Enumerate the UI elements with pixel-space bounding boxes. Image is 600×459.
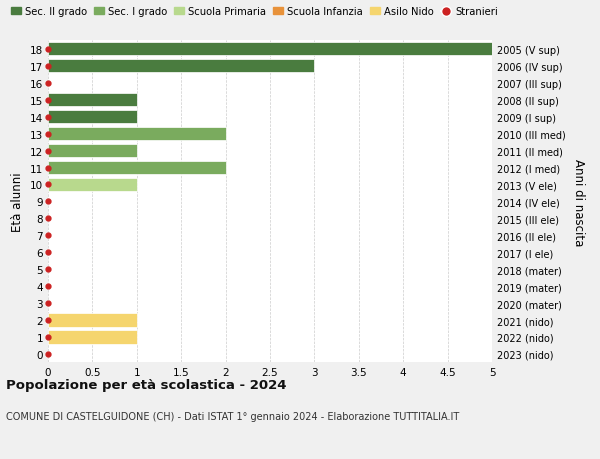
- Bar: [48, 128, 226, 141]
- Bar: [48, 94, 137, 107]
- Text: Popolazione per età scolastica - 2024: Popolazione per età scolastica - 2024: [6, 379, 287, 392]
- Bar: [48, 111, 137, 124]
- Bar: [48, 179, 137, 192]
- Bar: [48, 162, 226, 175]
- Legend: Sec. II grado, Sec. I grado, Scuola Primaria, Scuola Infanzia, Asilo Nido, Stran: Sec. II grado, Sec. I grado, Scuola Prim…: [11, 7, 497, 17]
- Bar: [48, 330, 137, 344]
- Bar: [48, 314, 137, 327]
- Y-axis label: Anni di nascita: Anni di nascita: [572, 158, 585, 246]
- Bar: [48, 60, 314, 73]
- Y-axis label: Età alunni: Età alunni: [11, 172, 25, 232]
- Text: COMUNE DI CASTELGUIDONE (CH) - Dati ISTAT 1° gennaio 2024 - Elaborazione TUTTITA: COMUNE DI CASTELGUIDONE (CH) - Dati ISTA…: [6, 411, 459, 421]
- Bar: [48, 145, 137, 158]
- Bar: [48, 43, 492, 56]
